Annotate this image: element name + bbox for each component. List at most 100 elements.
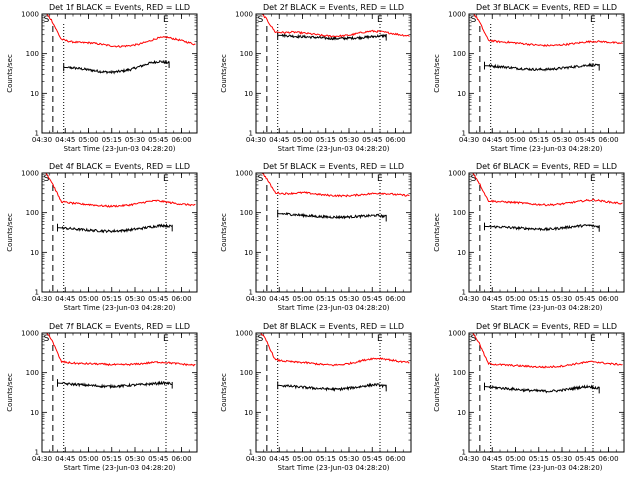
plot-frame — [468, 332, 625, 453]
y-axis-label: Counts/sec — [220, 213, 228, 252]
y-tick-label: 1000 — [21, 330, 39, 338]
y-tick-label: 100 — [240, 369, 253, 377]
y-tick-label: 100 — [26, 209, 39, 217]
x-tick-label: 04:30 — [459, 455, 479, 463]
x-tick-label: 05:30 — [339, 136, 359, 144]
y-tick-label: 10 — [30, 409, 39, 417]
marker-e: E — [377, 334, 383, 344]
x-tick-label: 06:00 — [598, 455, 618, 463]
events-series-line — [63, 59, 170, 75]
x-tick-label: 04:45 — [269, 455, 289, 463]
x-axis-label: Start Time (23-Jun-03 04:28:20) — [64, 464, 176, 472]
panel-6: Det 6f BLACK = Events, RED = LLD Counts/s… — [433, 162, 625, 312]
y-tick-label: 1 — [462, 449, 466, 457]
y-tick-label: 1000 — [21, 170, 39, 178]
x-tick-label: 05:30 — [339, 295, 359, 303]
x-axis-label: Start Time (23-Jun-03 04:28:20) — [64, 304, 176, 312]
x-tick-label: 04:45 — [482, 295, 502, 303]
marker-e: E — [163, 15, 169, 25]
lld-series-line — [261, 14, 410, 38]
plot-frame — [255, 332, 412, 453]
x-tick-label: 05:30 — [125, 136, 145, 144]
marker-e: E — [163, 174, 169, 184]
x-tick-label: 05:15 — [529, 295, 549, 303]
y-tick-label: 100 — [240, 50, 253, 58]
x-tick-label: 04:45 — [55, 136, 75, 144]
y-tick-label: 10 — [30, 90, 39, 98]
panel-title: Det 5f BLACK = Events, RED = LLD — [263, 162, 404, 171]
marker-s: S — [44, 334, 50, 344]
panel-9: Det 9f BLACK = Events, RED = LLD Counts/s… — [433, 322, 625, 472]
y-tick-label: 1000 — [448, 330, 466, 338]
y-axis-label: Counts/sec — [220, 54, 228, 93]
x-tick-label: 05:45 — [575, 455, 595, 463]
panel-title: Det 2f BLACK = Events, RED = LLD — [263, 3, 404, 12]
panel-3: Det 3f BLACK = Events, RED = LLD Counts/s… — [433, 3, 625, 153]
x-tick-label: 06:00 — [598, 295, 618, 303]
x-tick-label: 05:45 — [148, 455, 168, 463]
x-axis-label: Start Time (23-Jun-03 04:28:20) — [64, 145, 176, 153]
x-axis-label: Start Time (23-Jun-03 04:28:20) — [491, 145, 603, 153]
plot-frame — [255, 172, 412, 293]
x-tick-label: 05:45 — [362, 295, 382, 303]
y-tick-label: 1 — [249, 289, 253, 297]
y-tick-label: 1 — [249, 130, 253, 138]
lld-series-line — [46, 333, 196, 367]
y-tick-label: 10 — [457, 249, 466, 257]
y-tick-label: 1000 — [21, 11, 39, 19]
lld-series-line — [46, 14, 196, 48]
panel-title: Det 4f BLACK = Events, RED = LLD — [49, 162, 190, 171]
panel-8: Det 8f BLACK = Events, RED = LLD Counts/s… — [220, 322, 412, 472]
plot-frame — [468, 172, 625, 293]
x-tick-label: 06:00 — [598, 136, 618, 144]
panel-title: Det 8f BLACK = Events, RED = LLD — [263, 322, 404, 331]
lld-series-line — [472, 173, 623, 207]
x-tick-label: 05:15 — [102, 295, 122, 303]
x-tick-label: 05:00 — [505, 136, 525, 144]
marker-e: E — [377, 15, 383, 25]
marker-s: S — [258, 174, 264, 184]
x-tick-label: 05:30 — [339, 455, 359, 463]
marker-s: S — [258, 334, 264, 344]
x-tick-label: 04:30 — [459, 295, 479, 303]
x-tick-label: 04:30 — [32, 455, 52, 463]
events-series-line — [277, 33, 387, 41]
marker-e: E — [590, 15, 596, 25]
x-tick-label: 05:00 — [78, 295, 98, 303]
y-tick-label: 10 — [457, 409, 466, 417]
y-tick-label: 1000 — [448, 170, 466, 178]
panel-title: Det 6f BLACK = Events, RED = LLD — [476, 162, 617, 171]
plot-frame — [255, 13, 412, 134]
y-axis-label: Counts/sec — [433, 213, 441, 252]
x-tick-label: 06:00 — [385, 136, 405, 144]
y-axis-label: Counts/sec — [433, 54, 441, 93]
x-tick-label: 05:00 — [292, 295, 312, 303]
x-tick-label: 06:00 — [385, 455, 405, 463]
panel-title: Det 1f BLACK = Events, RED = LLD — [49, 3, 190, 12]
x-tick-label: 05:45 — [575, 136, 595, 144]
x-tick-label: 04:30 — [246, 136, 266, 144]
panel-4: Det 4f BLACK = Events, RED = LLD Counts/s… — [6, 162, 198, 312]
y-tick-label: 1 — [35, 289, 39, 297]
x-axis-label: Start Time (23-Jun-03 04:28:20) — [278, 145, 390, 153]
panel-title: Det 7f BLACK = Events, RED = LLD — [49, 322, 190, 331]
marker-s: S — [44, 15, 50, 25]
x-tick-label: 05:30 — [552, 295, 572, 303]
x-tick-label: 04:30 — [246, 295, 266, 303]
y-tick-label: 1 — [35, 449, 39, 457]
y-tick-label: 1 — [35, 130, 39, 138]
plot-frame — [41, 332, 198, 453]
x-tick-label: 04:45 — [55, 295, 75, 303]
marker-e: E — [377, 174, 383, 184]
y-tick-label: 100 — [453, 369, 466, 377]
x-tick-label: 05:15 — [529, 136, 549, 144]
lld-series-line — [472, 333, 623, 369]
x-tick-label: 05:30 — [552, 136, 572, 144]
y-tick-label: 100 — [453, 209, 466, 217]
x-axis-label: Start Time (23-Jun-03 04:28:20) — [278, 304, 390, 312]
y-tick-label: 10 — [244, 90, 253, 98]
events-series-line — [484, 223, 600, 232]
x-tick-label: 05:30 — [125, 295, 145, 303]
x-tick-label: 05:00 — [505, 295, 525, 303]
y-tick-label: 1000 — [235, 330, 253, 338]
